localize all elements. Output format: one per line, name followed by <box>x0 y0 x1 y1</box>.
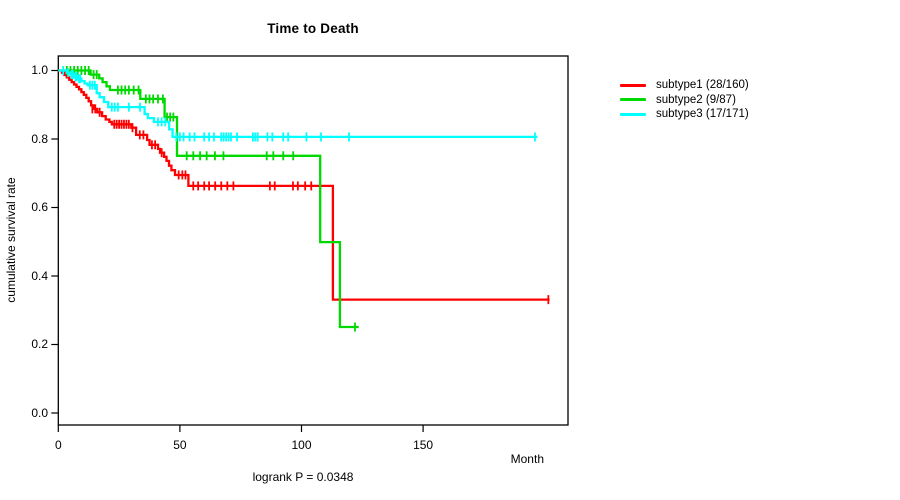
logrank-pvalue: logrank P = 0.0348 <box>252 470 354 484</box>
x-tick-label: 150 <box>413 438 434 452</box>
x-axis-title: Month <box>510 452 544 466</box>
y-tick-label: 0.2 <box>31 337 48 351</box>
y-tick-label: 0.0 <box>31 405 48 420</box>
x-tick-label: 100 <box>291 438 312 452</box>
legend-label: subtype3 (17/171) <box>656 108 749 120</box>
y-tick-label: 1.0 <box>31 63 48 77</box>
legend-label: subtype2 (9/87) <box>656 93 736 106</box>
legend-line-sample <box>620 98 646 102</box>
x-tick-label: 0 <box>54 438 62 452</box>
legend-line-sample <box>620 112 646 116</box>
y-axis-title: cumulative survival rate <box>4 177 18 303</box>
legend-item-subtype3: subtype3 (17/171) <box>620 107 749 122</box>
plot-frame <box>57 55 569 426</box>
series-subtype3-curve <box>58 69 538 139</box>
legend: subtype1 (28/160) subtype2 (9/87) subtyp… <box>620 78 749 122</box>
y-tick-label: 0.4 <box>31 268 48 283</box>
series-subtype1-curve <box>58 69 550 301</box>
chart-title: Time to Death <box>267 21 359 36</box>
x-tick-label: 50 <box>173 438 187 452</box>
y-tick-label: 0.6 <box>31 200 48 214</box>
y-tick-label: 0.8 <box>31 131 48 146</box>
legend-item-subtype1: subtype1 (28/160) <box>620 78 749 93</box>
legend-item-subtype2: subtype2 (9/87) <box>620 93 749 108</box>
legend-line-sample <box>620 83 646 87</box>
legend-label: subtype1 (28/160) <box>656 79 749 91</box>
series-subtype2-curve <box>58 69 359 329</box>
